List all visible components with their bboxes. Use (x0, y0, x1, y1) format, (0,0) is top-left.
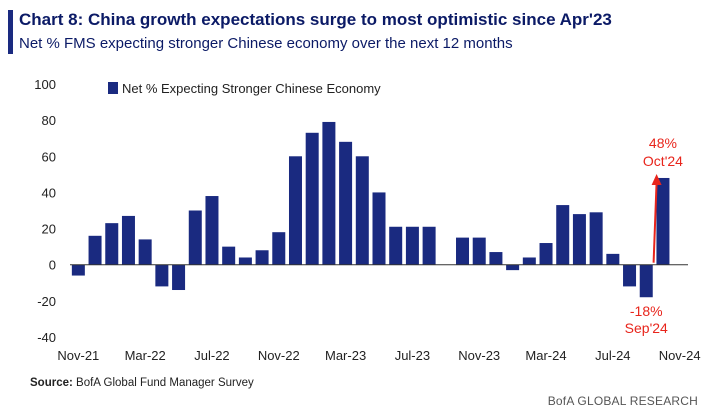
x-tick-label: Nov-23 (458, 348, 500, 363)
bar-Mar-23 (339, 141, 353, 265)
bar-Oct-22 (255, 250, 269, 265)
y-tick-label: -20 (37, 294, 56, 309)
bar-May-23 (372, 192, 386, 265)
legend-swatch (108, 82, 118, 94)
source-label: Source: (30, 377, 73, 389)
brand-label: BofA GLOBAL RESEARCH (547, 394, 698, 408)
y-tick-label: 20 (42, 222, 56, 237)
x-tick-label: Nov-24 (659, 348, 701, 363)
x-tick-label: Nov-22 (258, 348, 300, 363)
x-tick-label: Jul-22 (194, 348, 229, 363)
bar-Feb-23 (322, 121, 336, 265)
bar-Jul-24 (606, 253, 620, 265)
bar-Apr-22 (155, 264, 169, 287)
x-tick-label: Mar-23 (325, 348, 366, 363)
legend-label: Net % Expecting Stronger Chinese Economy (122, 81, 381, 96)
bar-Sep-22 (238, 257, 252, 265)
chart-title: Chart 8: China growth expectations surge… (19, 10, 612, 29)
bar-May-24 (572, 214, 586, 265)
y-tick-label: 40 (42, 185, 56, 200)
title-accent-bar (8, 10, 13, 54)
source-text: BofA Global Fund Manager Survey (76, 377, 254, 389)
bar-Jul-22 (205, 196, 219, 265)
x-tick-label: Jul-23 (395, 348, 430, 363)
bar-May-22 (172, 264, 186, 291)
bar-Apr-24 (556, 205, 570, 265)
x-tick-label: Nov-21 (57, 348, 99, 363)
bar-Nov-22 (272, 232, 286, 265)
bar-Apr-23 (355, 156, 369, 265)
x-tick-label: Mar-22 (125, 348, 166, 363)
y-tick-label: 60 (42, 149, 56, 164)
annotation-arrow-head (651, 174, 662, 185)
x-tick-label: Mar-24 (525, 348, 566, 363)
annotation-oct24-value: 48% (649, 135, 677, 151)
bar-Aug-22 (222, 246, 236, 265)
bar-Oct-24 (656, 177, 670, 265)
chart-subtitle: Net % FMS expecting stronger Chinese eco… (19, 35, 513, 52)
bar-Mar-24 (539, 243, 553, 265)
bar-Aug-24 (623, 264, 637, 287)
y-tick-label: -40 (37, 330, 56, 345)
bar-Jan-23 (305, 132, 319, 265)
bar-Sep-24 (639, 264, 653, 298)
annotation-oct24-month: Oct'24 (643, 153, 683, 169)
bar-Dec-21 (88, 235, 102, 265)
y-tick-label: 100 (34, 77, 56, 92)
bar-Dec-22 (288, 156, 302, 265)
bar-Jul-23 (405, 226, 419, 265)
bar-Nov-23 (472, 237, 486, 265)
source-note: Source: BofA Global Fund Manager Survey (30, 377, 254, 389)
bar-Jun-23 (389, 226, 403, 265)
y-tick-label: 0 (49, 258, 56, 273)
bar-Jun-22 (188, 210, 202, 265)
bar-Jan-22 (105, 223, 119, 265)
annotation-sep24-value: -18% (630, 303, 663, 319)
annotation-sep24-month: Sep'24 (625, 320, 668, 336)
annotation-arrow-shaft (652, 181, 658, 263)
bar-Aug-23 (422, 226, 436, 265)
bar-Feb-22 (121, 215, 135, 265)
bar-Jun-24 (589, 212, 603, 265)
bar-Nov-21 (71, 264, 85, 276)
bar-Dec-23 (489, 252, 503, 265)
bar-Feb-24 (522, 257, 536, 265)
bar-Jan-24 (506, 264, 520, 271)
x-tick-label: Jul-24 (595, 348, 630, 363)
bar-Mar-22 (138, 239, 152, 265)
y-tick-label: 80 (42, 113, 56, 128)
bar-Oct-23 (456, 237, 470, 265)
